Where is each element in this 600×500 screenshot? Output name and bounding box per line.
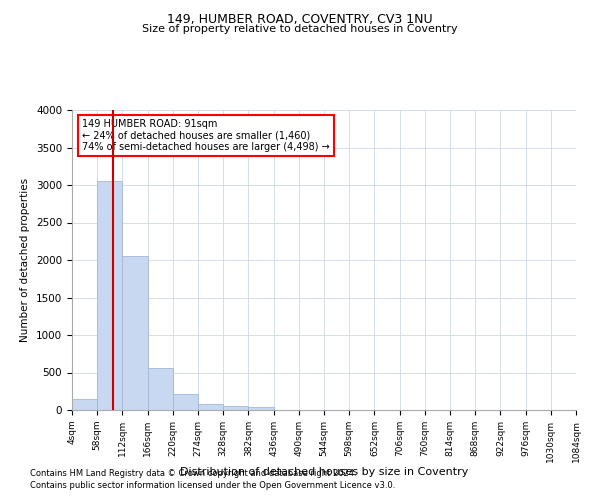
Bar xyxy=(248,407,274,410)
Bar xyxy=(223,406,248,410)
Bar xyxy=(97,181,122,410)
Text: Contains HM Land Registry data © Crown copyright and database right 2024.: Contains HM Land Registry data © Crown c… xyxy=(30,468,356,477)
Bar xyxy=(72,399,97,410)
X-axis label: Distribution of detached houses by size in Coventry: Distribution of detached houses by size … xyxy=(180,468,468,477)
Text: 149, HUMBER ROAD, COVENTRY, CV3 1NU: 149, HUMBER ROAD, COVENTRY, CV3 1NU xyxy=(167,12,433,26)
Text: 149 HUMBER ROAD: 91sqm
← 24% of detached houses are smaller (1,460)
74% of semi-: 149 HUMBER ROAD: 91sqm ← 24% of detached… xyxy=(82,119,330,152)
Bar xyxy=(173,394,198,410)
Bar xyxy=(122,256,148,410)
Text: Contains public sector information licensed under the Open Government Licence v3: Contains public sector information licen… xyxy=(30,481,395,490)
Y-axis label: Number of detached properties: Number of detached properties xyxy=(20,178,31,342)
Bar xyxy=(198,404,223,410)
Bar xyxy=(148,368,173,410)
Text: Size of property relative to detached houses in Coventry: Size of property relative to detached ho… xyxy=(142,24,458,34)
